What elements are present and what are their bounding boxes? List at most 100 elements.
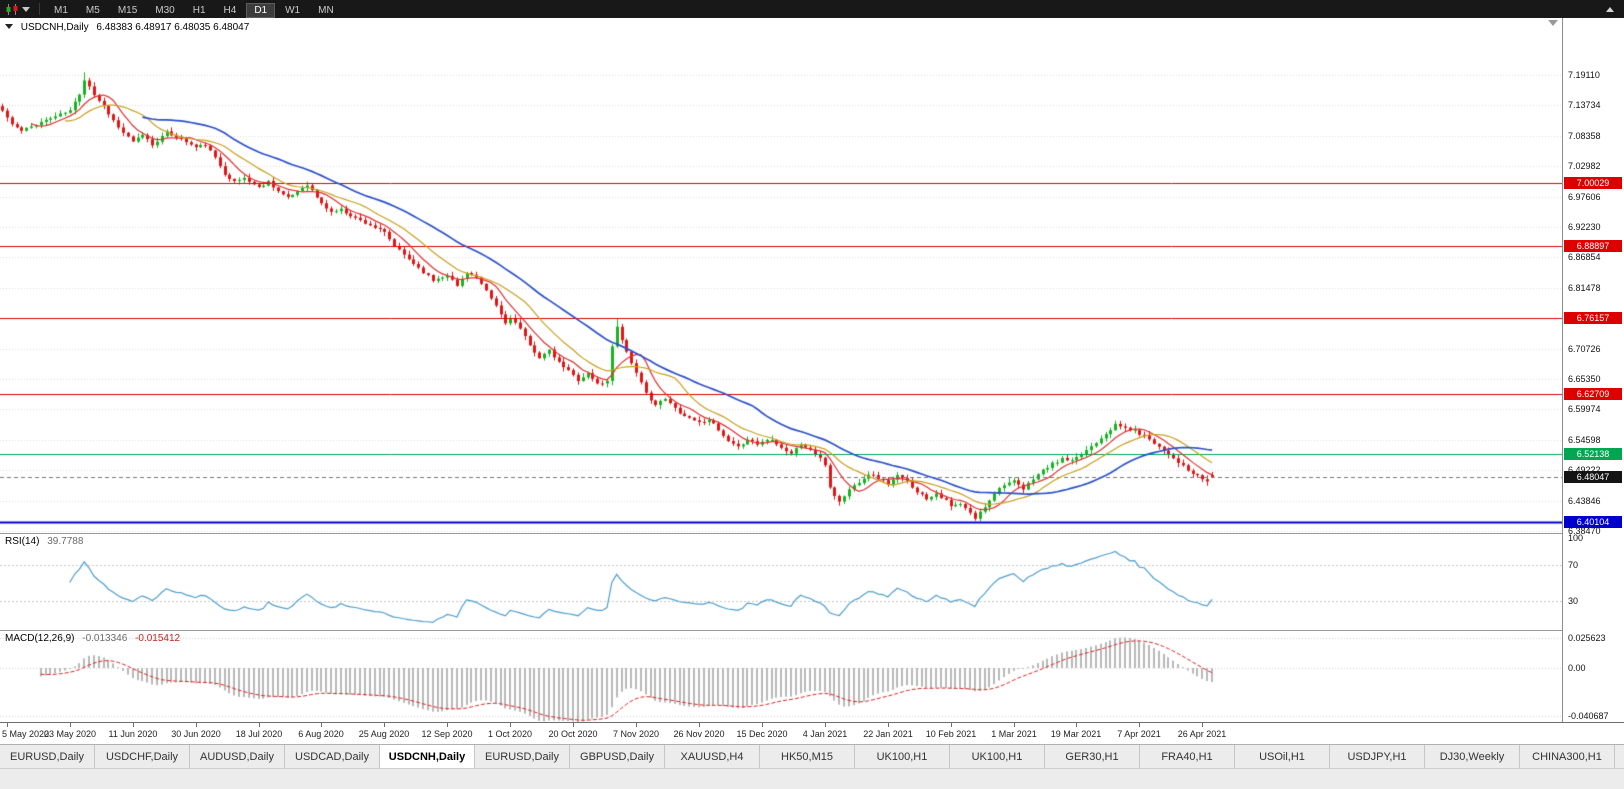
time-axis-date-label: 25 Aug 2020	[358, 729, 410, 739]
time-axis-date-label: 15 Dec 2020	[736, 729, 788, 739]
macd-signal-value-text: -0.015412	[135, 633, 181, 644]
ohlc-values-text: 6.48383 6.48917 6.48035 6.48047	[96, 22, 250, 33]
price-axis[interactable]: 7.19110 7.13734 7.08358 7.02982 6.97606 6.922…	[1562, 18, 1624, 722]
time-axis-date-label: 26 Apr 2021	[1177, 729, 1227, 739]
macd-axis-label: 0.00	[1568, 663, 1586, 673]
timeframe-button-m5[interactable]: M5	[85, 5, 100, 16]
level-price-badge: 6.88897	[1564, 239, 1622, 252]
chart-tab-bar: EURUSD,Daily USDCHF,Daily AUDUSD,Daily USDC…	[0, 744, 1624, 768]
candlestick-chart[interactable]	[0, 18, 1562, 533]
chart-tab[interactable]: GBPUSD,Daily	[570, 745, 665, 768]
timeframe-button-h1[interactable]: H1	[192, 5, 206, 16]
chart-tab[interactable]: USDJPY,H1	[1330, 745, 1425, 768]
rsi-pane-separator[interactable]	[0, 533, 1624, 534]
chart-tab[interactable]: USDCNH,Daily	[380, 745, 475, 768]
price-axis-label: 6.86854	[1568, 252, 1601, 263]
rsi-indicator-chart[interactable]	[0, 533, 1562, 630]
chart-tab[interactable]: UK100,H1	[855, 745, 950, 768]
time-axis-date-label: 19 Mar 2021	[1050, 729, 1102, 739]
price-axis-label: 6.81478	[1568, 282, 1601, 293]
rsi-value-text: 39.7788	[47, 536, 84, 547]
price-axis-label: 6.54598	[1568, 434, 1601, 445]
timeframe-button-w1[interactable]: W1	[285, 5, 301, 16]
price-axis-label: 6.43846	[1568, 495, 1601, 506]
time-axis-tick	[573, 723, 574, 727]
time-axis-tick	[384, 723, 385, 727]
timeframe-button-h4[interactable]: H4	[223, 5, 237, 16]
chart-tab[interactable]: GER30,H1	[1045, 745, 1140, 768]
status-bar	[0, 768, 1624, 789]
time-axis-tick	[70, 723, 71, 727]
price-axis-label: 6.92230	[1568, 222, 1601, 232]
chart-symbol-label: USDCNH,Daily 6.48383 6.48917 6.48035 6.4…	[5, 22, 249, 33]
price-axis-label: 6.38470	[1568, 526, 1601, 537]
time-axis-tick	[510, 723, 511, 727]
chart-tab[interactable]: U	[1615, 745, 1624, 768]
time-axis-tick	[1139, 723, 1140, 727]
chart-tab[interactable]: XAUUSD,H4	[665, 745, 760, 768]
macd-panel-label: MACD(12,26,9) -0.013346 -0.015412	[5, 633, 180, 644]
time-axis-date-label: 4 Jan 2021	[802, 729, 848, 739]
timeframe-button-m15[interactable]: M15	[117, 5, 138, 16]
chart-tab[interactable]: FRA40,H1	[1140, 745, 1235, 768]
time-axis-tick	[196, 723, 197, 727]
time-axis-date-label: 22 Jan 2021	[863, 729, 913, 739]
time-axis-tick	[699, 723, 700, 727]
rsi-title-text: RSI(14)	[5, 536, 40, 547]
macd-indicator-chart[interactable]	[0, 630, 1562, 722]
chart-tab[interactable]: EURUSD,Daily	[0, 745, 95, 768]
chart-tab[interactable]: CHINA300,H1	[1520, 745, 1615, 768]
level-price-badge: 6.52138	[1564, 447, 1622, 460]
time-axis-line	[0, 722, 1624, 723]
chart-tab[interactable]: EURUSD,Daily	[475, 745, 570, 768]
chart-tab[interactable]: HK50,M15	[760, 745, 855, 768]
chart-tab[interactable]: USDCHF,Daily	[95, 745, 190, 768]
time-axis-date-label: 7 Nov 2020	[612, 729, 660, 739]
dropdown-caret-icon[interactable]	[22, 6, 30, 12]
current-price-badge: 6.48047	[1564, 470, 1622, 483]
time-axis-tick	[7, 723, 8, 727]
symbol-period-text: USDCNH,Daily	[20, 22, 89, 33]
time-axis[interactable]: 5 May 2020 23 May 2020 11 Jun 2020 30 Jun 2…	[0, 723, 1562, 744]
price-axis-label: 6.65350	[1568, 374, 1601, 384]
time-axis-tick	[133, 723, 134, 727]
time-axis-date-label: 6 Aug 2020	[298, 729, 344, 739]
macd-pane-separator[interactable]	[0, 630, 1624, 631]
timeframe-button-m1[interactable]: M1	[54, 5, 68, 16]
timeframe-button-d1[interactable]: D1	[246, 3, 276, 18]
macd-main-value-text: -0.013346	[82, 633, 128, 644]
level-price-badge: 6.76157	[1564, 311, 1622, 324]
price-axis-label: 6.49222	[1568, 465, 1601, 475]
time-axis-tick	[1202, 723, 1203, 727]
chart-tab[interactable]: AUDUSD,Daily	[190, 745, 285, 768]
time-axis-date-label: 1 Oct 2020	[487, 729, 533, 739]
macd-axis-label: 0.025623	[1568, 632, 1606, 643]
price-axis-label: 7.08358	[1568, 130, 1601, 141]
time-axis-date-label: 5 May 2020	[2, 729, 50, 739]
chart-tab[interactable]: DJ30,Weekly	[1425, 745, 1520, 768]
time-axis-tick	[447, 723, 448, 727]
price-axis-label: 7.13734	[1568, 100, 1601, 111]
time-axis-date-label: 20 Oct 2020	[548, 729, 598, 739]
time-axis-tick	[321, 723, 322, 727]
timeframe-button-mn[interactable]: MN	[318, 5, 334, 16]
price-axis-label: 7.02982	[1568, 161, 1601, 172]
price-axis-label: 6.70726	[1568, 343, 1601, 354]
chart-tab[interactable]: UK100,H1	[950, 745, 1045, 768]
time-axis-tick	[825, 723, 826, 727]
toolbar-overflow-icon[interactable]	[1606, 6, 1614, 12]
timeframe-button-m30[interactable]: M30	[155, 5, 175, 16]
time-axis-tick	[1076, 723, 1077, 727]
rsi-axis-label: 70	[1568, 560, 1579, 570]
chart-tab[interactable]: USOil,H1	[1235, 745, 1330, 768]
chart-tab[interactable]: USDCAD,Daily	[285, 745, 380, 768]
time-axis-date-label: 26 Nov 2020	[673, 729, 725, 739]
level-price-badge: 6.62709	[1564, 387, 1622, 400]
macd-axis-label: -0.040687	[1568, 710, 1609, 721]
collapse-triangle-icon[interactable]	[5, 24, 13, 29]
time-axis-tick	[636, 723, 637, 727]
candlestick-chart-icon[interactable]	[6, 3, 19, 15]
time-axis-date-label: 11 Jun 2020	[108, 729, 158, 739]
chart-region: USDCNH,Daily 6.48383 6.48917 6.48035 6.4…	[0, 18, 1624, 744]
